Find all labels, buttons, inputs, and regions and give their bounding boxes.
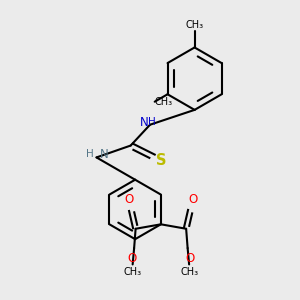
Text: CH₃: CH₃ <box>155 98 173 107</box>
Text: O: O <box>185 252 195 265</box>
Text: S: S <box>156 153 166 168</box>
Text: O: O <box>188 193 198 206</box>
Text: H: H <box>86 149 94 160</box>
Text: H: H <box>148 117 155 128</box>
Text: O: O <box>124 193 134 206</box>
Text: CH₃: CH₃ <box>180 267 198 278</box>
Text: CH₃: CH₃ <box>124 267 142 278</box>
Text: CH₃: CH₃ <box>185 20 204 30</box>
Text: N: N <box>140 116 148 129</box>
Text: O: O <box>127 252 136 265</box>
Text: N: N <box>100 148 108 161</box>
